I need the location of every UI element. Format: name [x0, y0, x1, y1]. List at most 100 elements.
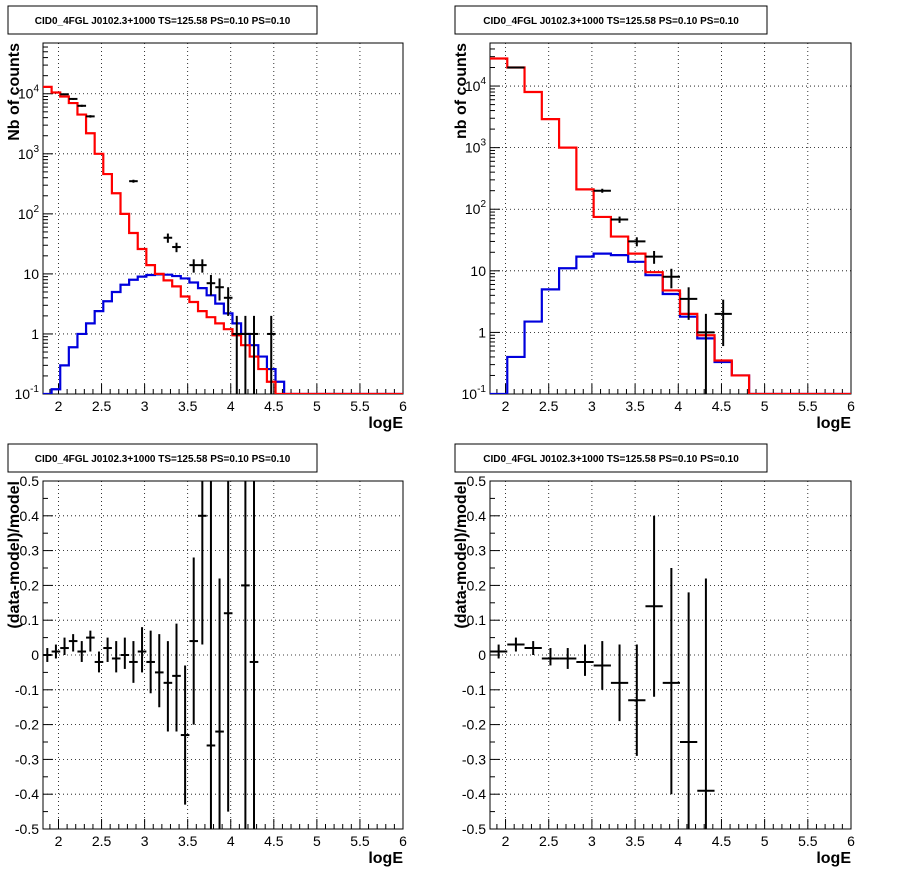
data-point [628, 644, 646, 756]
y-tick-label: 102 [18, 204, 40, 222]
y-tick-label: -0.4 [15, 786, 39, 802]
y-tick-label: -0.2 [15, 717, 39, 733]
y-axis-label: nb of counts [453, 43, 470, 139]
x-tick-label: 5 [313, 833, 321, 849]
x-axis-label: logE [816, 415, 851, 432]
data-point [576, 644, 594, 676]
plot-frame [42, 42, 404, 395]
chart-panel-4: CID0_4FGL J0102.3+1000 TS=125.58 PS=0.10… [453, 443, 855, 867]
y-tick-label: -0.5 [15, 821, 39, 837]
x-tick-label: 5 [761, 398, 769, 414]
data-point [223, 287, 233, 316]
data-point [180, 665, 190, 805]
y-tick-label: 0.2 [467, 577, 487, 593]
y-tick-label: 0.5 [20, 473, 40, 489]
y-tick-label: 0 [31, 647, 39, 663]
data-point [249, 481, 259, 829]
y-tick-label: 0.1 [20, 612, 40, 628]
series-step-line [43, 85, 403, 394]
x-tick-label: 5.5 [798, 398, 818, 414]
x-tick-label: 4.5 [712, 833, 732, 849]
data-point [645, 515, 663, 697]
y-tick-label: 102 [465, 199, 487, 217]
data-point [697, 313, 715, 394]
y-tick-label: 10 [470, 263, 486, 279]
data-point [628, 237, 646, 247]
data-point [111, 641, 121, 673]
x-tick-label: 3 [141, 398, 149, 414]
chart-title: CID0_4FGL J0102.3+1000 TS=125.58 PS=0.10… [35, 454, 291, 465]
data-point [559, 648, 577, 669]
x-tick-label: 2 [502, 833, 510, 849]
data-point [645, 250, 663, 264]
x-tick-label: 2 [55, 398, 63, 414]
chart-panel-1: CID0_4FGL J0102.3+1000 TS=125.58 PS=0.10… [6, 5, 407, 432]
data-point [241, 315, 250, 394]
x-tick-label: 4.5 [712, 398, 732, 414]
chart-title: CID0_4FGL J0102.3+1000 TS=125.58 PS=0.10… [35, 16, 291, 27]
x-tick-label: 3.5 [625, 833, 645, 849]
data-point [680, 287, 698, 320]
x-tick-label: 2.5 [92, 833, 112, 849]
x-tick-label: 6 [399, 833, 407, 849]
y-axis-label: (data-model)/model [6, 481, 23, 629]
title-box [454, 443, 768, 473]
data-point [507, 637, 525, 652]
data-point [43, 648, 52, 662]
x-tick-label: 3 [588, 398, 596, 414]
y-tick-label: 10 [23, 266, 39, 282]
series-step-line [490, 57, 851, 394]
y-tick-label: -0.5 [462, 821, 486, 837]
x-tick-label: 2 [55, 833, 63, 849]
data-point [215, 578, 224, 829]
data-point [223, 481, 233, 812]
y-tick-label: 103 [18, 144, 40, 162]
data-point [189, 557, 199, 725]
data-point [94, 651, 104, 673]
y-tick-label: 0.4 [20, 508, 40, 524]
data-point [163, 233, 173, 243]
y-tick-label: 10-1 [462, 384, 487, 402]
x-tick-label: 4 [674, 398, 682, 414]
y-tick-label: 0.1 [467, 612, 487, 628]
series-step-line [490, 252, 851, 394]
data-point [198, 481, 207, 645]
title-box [7, 5, 318, 35]
x-tick-label: 6 [847, 833, 855, 849]
data-point [680, 592, 698, 829]
data-point [714, 299, 732, 347]
x-tick-label: 3.5 [178, 398, 198, 414]
data-point [232, 315, 242, 394]
y-tick-label: 10-1 [15, 384, 40, 402]
chart-title: CID0_4FGL J0102.3+1000 TS=125.58 PS=0.10… [483, 454, 739, 465]
data-point [206, 481, 216, 829]
x-tick-label: 5.5 [798, 833, 818, 849]
chart-panel-3: CID0_4FGL J0102.3+1000 TS=125.58 PS=0.10… [6, 443, 407, 867]
y-axis-label: (data-model)/model [453, 481, 470, 629]
data-point [77, 641, 87, 662]
title-box [7, 443, 318, 473]
data-point [129, 179, 138, 183]
y-tick-label: 1 [31, 326, 39, 342]
y-tick-label: 1 [478, 324, 486, 340]
data-point [610, 644, 629, 722]
y-tick-label: 0.5 [467, 473, 487, 489]
x-tick-label: 5.5 [350, 833, 370, 849]
data-point [68, 97, 78, 100]
series-step-line [43, 273, 403, 394]
chart-panel-2: CID0_4FGL J0102.3+1000 TS=125.58 PS=0.10… [453, 5, 855, 432]
y-tick-label: 0.4 [467, 508, 487, 524]
chart-title: CID0_4FGL J0102.3+1000 TS=125.58 PS=0.10… [483, 16, 739, 27]
x-tick-label: 3.5 [625, 398, 645, 414]
data-point [77, 104, 87, 107]
data-point [103, 637, 112, 662]
data-point [541, 648, 560, 666]
data-point [163, 641, 173, 732]
data-point [129, 641, 138, 683]
data-point [68, 634, 78, 652]
x-tick-label: 4 [227, 833, 235, 849]
x-tick-label: 6 [399, 398, 407, 414]
data-point [662, 568, 680, 795]
data-point [662, 268, 680, 289]
